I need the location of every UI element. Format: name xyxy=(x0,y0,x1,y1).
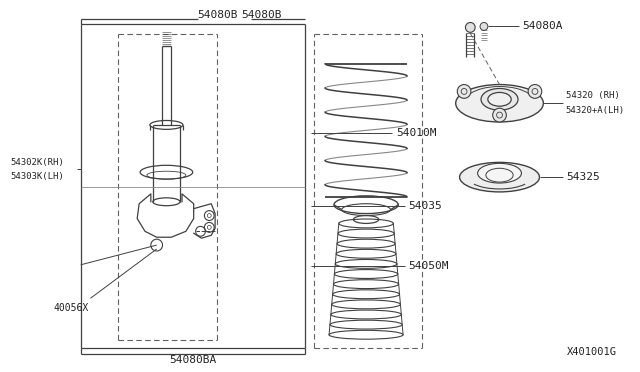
Ellipse shape xyxy=(481,89,518,110)
Circle shape xyxy=(480,22,488,31)
Ellipse shape xyxy=(456,84,543,122)
Text: 40056X: 40056X xyxy=(53,303,89,313)
Text: 54080BA: 54080BA xyxy=(169,355,216,365)
Text: 54080B: 54080B xyxy=(241,10,282,20)
Circle shape xyxy=(493,108,506,122)
Circle shape xyxy=(528,84,542,98)
Text: 54320+A(LH): 54320+A(LH) xyxy=(566,106,625,115)
Text: 54080A: 54080A xyxy=(522,22,563,31)
Text: 54080B: 54080B xyxy=(198,10,238,20)
Text: 54010M: 54010M xyxy=(396,128,436,138)
Text: 54050M: 54050M xyxy=(408,261,449,271)
Ellipse shape xyxy=(460,162,540,192)
Text: 54303K(LH): 54303K(LH) xyxy=(11,171,64,181)
Text: 54320 (RH): 54320 (RH) xyxy=(566,91,620,100)
Circle shape xyxy=(457,84,471,98)
Circle shape xyxy=(465,22,475,32)
Text: 54035: 54035 xyxy=(408,201,442,211)
Ellipse shape xyxy=(477,163,522,183)
Text: X401001G: X401001G xyxy=(566,347,616,357)
Ellipse shape xyxy=(488,92,511,106)
Text: 54325: 54325 xyxy=(566,172,600,182)
Text: 54302K(RH): 54302K(RH) xyxy=(11,158,64,167)
